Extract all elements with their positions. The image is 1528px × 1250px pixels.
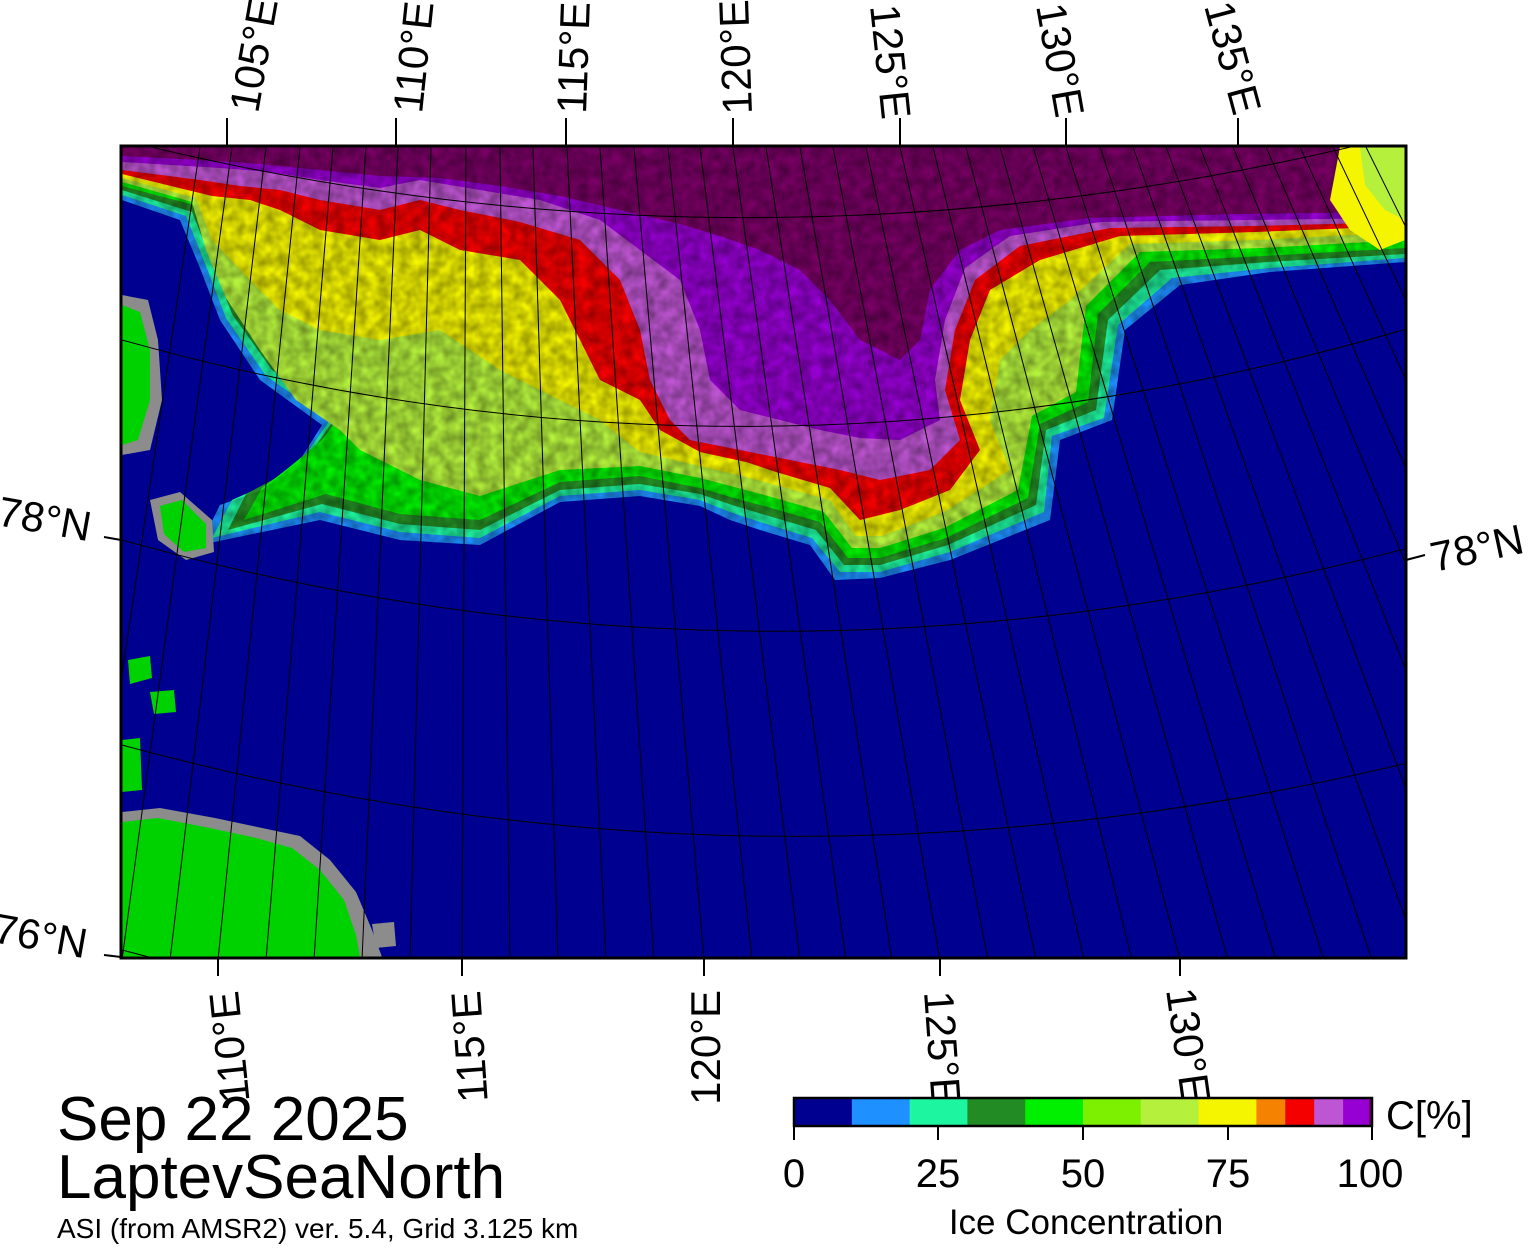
colorbar-swatch [851,1098,911,1126]
colorbar-tick-label: 0 [782,1152,806,1196]
top-lon-label: 135°E [1195,0,1270,119]
bottom-lon-label: 130°E [1157,985,1220,1105]
colorbar-swatches [794,1098,1373,1126]
left-lat-label: 78°N [0,488,95,551]
colorbar-tick-label: 100 [1336,1152,1404,1196]
left-lat-label: 76°N [0,905,91,968]
colorbar-swatch [909,1098,968,1126]
colorbar-swatch [1083,1098,1142,1126]
right-lat-label: 78°N [1426,515,1528,580]
colorbar-swatch [967,1098,1026,1126]
bottom-lon-label: 120°E [682,990,729,1105]
colorbar-swatch [1140,1098,1200,1126]
colorbar-swatch [1198,1098,1257,1126]
graticule-meridians [122,147,1405,957]
region-name: LaptevSeaNorth [57,1143,506,1212]
island-small-5 [372,922,396,948]
top-longitude-labels: 105°E 110°E 115°E 120°E 125°E 130°E 135°… [221,0,1271,121]
top-lon-label: 120°E [710,0,761,115]
top-lon-label: 110°E [384,0,442,115]
top-lon-label: 125°E [861,2,920,121]
bottom-lon-label: 125°E [915,989,970,1107]
bottom-lon-label: 110°E [200,989,258,1105]
colorbar-swatch [794,1098,853,1126]
colorbar-swatch [1343,1098,1370,1126]
bottom-longitude-labels: 110°E 115°E 120°E 125°E 130°E [200,985,1219,1108]
island-small-2 [128,656,152,684]
colorbar-swatch [1256,1098,1286,1126]
colorbar-label: Ice Concentration [948,1203,1224,1242]
top-lon-label: 130°E [1027,0,1093,121]
colorbar-swatch [1285,1098,1315,1126]
bottom-lon-label: 115°E [442,989,497,1104]
land-taymyr [122,818,360,957]
top-lon-label: 115°E [548,1,599,114]
map-date: Sep 22 2025 [57,1085,409,1154]
colorbar-tick-label: 50 [1060,1152,1106,1196]
island-small-3 [150,690,176,714]
product-info: ASI (from AMSR2) ver. 5.4, Grid 3.125 km [57,1213,579,1244]
island-west [122,305,150,445]
colorbar-ticks [793,1126,1373,1140]
colorbar-tick-label: 25 [915,1152,961,1196]
island-small-4 [122,738,142,792]
colorbar [792,1096,1374,1140]
colorbar-swatch [1025,1098,1084,1126]
colorbar-swatch [1314,1098,1344,1126]
map-frame [119,144,1408,960]
island-small-1 [160,500,206,552]
top-lon-label: 105°E [221,0,287,116]
frame-ticks [103,118,1426,976]
colorbar-tick-label: 75 [1205,1152,1251,1196]
colorbar-unit: C[%] [1386,1094,1473,1138]
